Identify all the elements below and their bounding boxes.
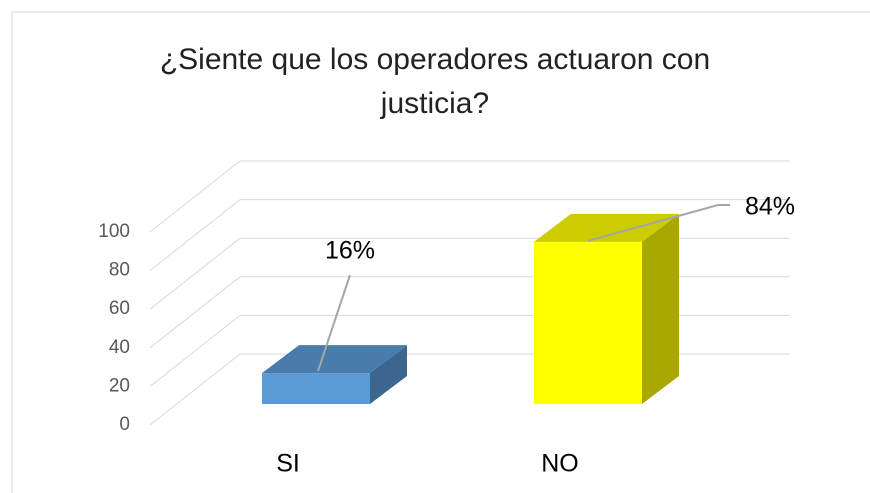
- x-tick-label: NO: [541, 450, 579, 478]
- bar-top: [262, 345, 407, 374]
- y-tick-label: 20: [109, 375, 130, 396]
- bar-side: [642, 213, 679, 404]
- grid-line-side: [149, 199, 241, 271]
- chart-border: [11, 11, 870, 493]
- y-tick-label: 100: [98, 221, 130, 242]
- bar: [262, 373, 370, 404]
- grid-line-side: [149, 160, 241, 233]
- y-tick-label: 0: [119, 414, 130, 435]
- leader-line: [317, 274, 351, 372]
- bar: [534, 241, 642, 404]
- data-label: 16%: [325, 237, 375, 265]
- grid-line-side: [149, 276, 241, 349]
- grid-line-side: [149, 353, 241, 426]
- leader-line: [587, 204, 730, 242]
- data-label: 84%: [745, 193, 795, 221]
- y-tick-label: 80: [109, 260, 130, 281]
- grid-line-side: [149, 315, 241, 387]
- bar-top: [534, 213, 679, 242]
- bar-side: [370, 345, 407, 404]
- y-tick-label: 60: [109, 298, 130, 319]
- chart-title: ¿Siente que los operadores actuaron con …: [159, 43, 711, 120]
- grid-line-side: [149, 237, 241, 310]
- y-tick-label: 40: [109, 337, 130, 358]
- x-tick-label: SI: [276, 450, 300, 478]
